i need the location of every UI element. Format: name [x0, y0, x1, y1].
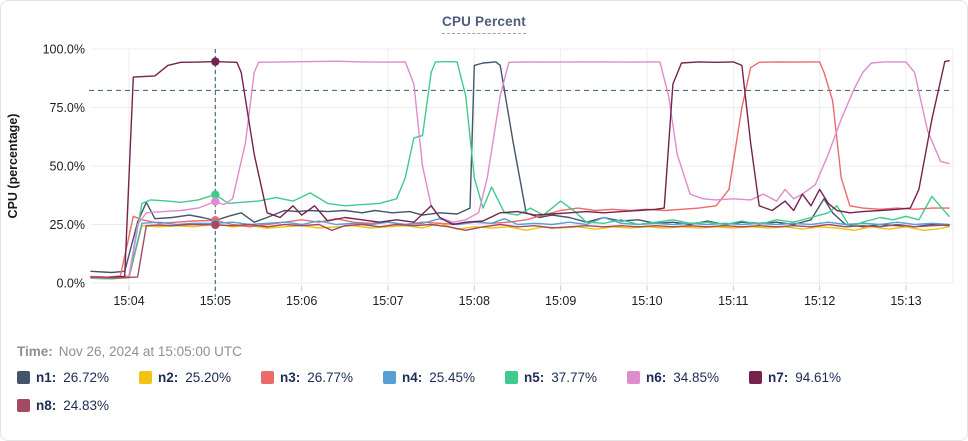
legend-series-value: 34.85%: [673, 370, 720, 385]
series-line-n8[interactable]: [90, 223, 950, 279]
y-axis-title: CPU (percentage): [6, 113, 20, 219]
time-label: Time:: [17, 344, 53, 359]
legend-series-value: 25.20%: [185, 370, 232, 385]
legend-series-name: n5:: [524, 370, 545, 385]
y-tick-label: 75.0%: [50, 101, 85, 115]
x-tick-label: 15:13: [890, 294, 921, 308]
legend-swatch-n1: [17, 371, 30, 384]
series-line-n7[interactable]: [90, 60, 950, 279]
legend: n1: 26.72% n2: 25.20% n3: 26.77% n4: 25.45% n5: 3…: [17, 370, 957, 426]
x-tick-label: 15:11: [718, 294, 748, 308]
legend-item-n7[interactable]: n7: 94.61%: [749, 370, 871, 385]
chart-title: CPU Percent: [1, 13, 967, 34]
crosshair-point-n8: [211, 220, 220, 230]
x-tick-label: 15:12: [804, 294, 835, 308]
legend-swatch-n8: [17, 399, 30, 412]
legend-swatch-n6: [627, 371, 640, 384]
crosshair-point-n6: [211, 197, 220, 206]
legend-series-value: 26.77%: [307, 370, 354, 385]
legend-series-name: n8:: [36, 398, 57, 413]
y-tick-label: 25.0%: [50, 218, 85, 232]
legend-series-value: 24.83%: [63, 398, 110, 413]
legend-series-name: n6:: [646, 370, 667, 385]
crosshair-point-n5: [211, 190, 220, 199]
legend-series-name: n4:: [402, 370, 423, 385]
legend-item-n4[interactable]: n4: 25.45%: [383, 370, 505, 385]
legend-row: n1: 26.72% n2: 25.20% n3: 26.77% n4: 25.45% n5: 3…: [17, 370, 957, 385]
x-tick-label: 15:08: [459, 294, 490, 308]
x-tick-label: 15:09: [545, 294, 576, 308]
x-tick-label: 15:04: [113, 294, 144, 308]
series-line-n5[interactable]: [90, 60, 950, 280]
x-tick-label: 15:06: [286, 294, 317, 308]
series-line-n6[interactable]: [90, 60, 950, 279]
legend-series-value: 26.72%: [63, 370, 110, 385]
cpu-chart-plot[interactable]: 0.0% 25.0% 50.0% 75.0% 100.0% 15:04 15:05 15:06…: [1, 1, 968, 319]
series-line-n2[interactable]: [90, 222, 950, 280]
legend-series-value: 37.77%: [551, 370, 598, 385]
legend-series-name: n2:: [158, 370, 179, 385]
legend-series-name: n3:: [280, 370, 301, 385]
legend-item-n8[interactable]: n8: 24.83%: [17, 398, 139, 413]
legend-swatch-n2: [139, 371, 152, 384]
x-tick-label: 15:05: [200, 294, 231, 308]
legend-item-n6[interactable]: n6: 34.85%: [627, 370, 749, 385]
legend-swatch-n3: [261, 371, 274, 384]
legend-item-n5[interactable]: n5: 37.77%: [505, 370, 627, 385]
legend-row: n8: 24.83%: [17, 398, 957, 413]
legend-series-value: 25.45%: [429, 370, 476, 385]
legend-swatch-n4: [383, 371, 396, 384]
time-value: Nov 26, 2024 at 15:05:00 UTC: [58, 344, 242, 359]
series-line-n1[interactable]: [90, 61, 950, 274]
y-tick-label: 100.0%: [43, 43, 85, 57]
time-readout: Time: Nov 26, 2024 at 15:05:00 UTC: [17, 344, 242, 359]
chart-title-text[interactable]: CPU Percent: [442, 14, 526, 34]
y-tick-label: 0.0%: [57, 277, 86, 291]
legend-swatch-n5: [505, 371, 518, 384]
x-tick-label: 15:10: [631, 294, 662, 308]
y-tick-label: 50.0%: [50, 160, 85, 174]
legend-item-n1[interactable]: n1: 26.72%: [17, 370, 139, 385]
legend-swatch-n7: [749, 371, 762, 384]
legend-item-n2[interactable]: n2: 25.20%: [139, 370, 261, 385]
legend-series-value: 94.61%: [795, 370, 842, 385]
x-tick-label: 15:07: [372, 294, 403, 308]
legend-item-n3[interactable]: n3: 26.77%: [261, 370, 383, 385]
legend-series-name: n7:: [768, 370, 789, 385]
series-line-n4[interactable]: [90, 216, 950, 279]
legend-series-name: n1:: [36, 370, 57, 385]
series-line-n3[interactable]: [90, 61, 950, 278]
crosshair-point-n7: [211, 57, 220, 66]
